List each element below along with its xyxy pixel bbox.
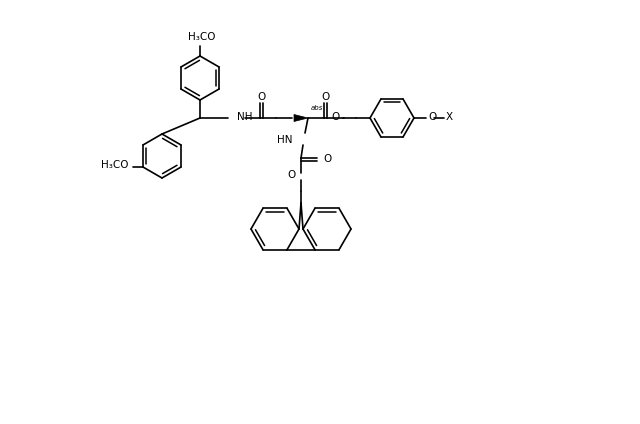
Text: O: O <box>332 112 340 122</box>
Text: abs: abs <box>311 105 323 111</box>
Text: O: O <box>428 112 436 122</box>
Text: O: O <box>288 170 296 180</box>
Text: O: O <box>257 92 265 102</box>
Text: HN: HN <box>278 135 293 145</box>
Polygon shape <box>294 114 308 122</box>
Text: H₃CO: H₃CO <box>101 160 129 170</box>
Text: X: X <box>446 112 453 122</box>
Text: O: O <box>321 92 329 102</box>
Text: H₃CO: H₃CO <box>188 32 216 42</box>
Text: NH: NH <box>237 112 253 122</box>
Text: O: O <box>323 154 332 164</box>
